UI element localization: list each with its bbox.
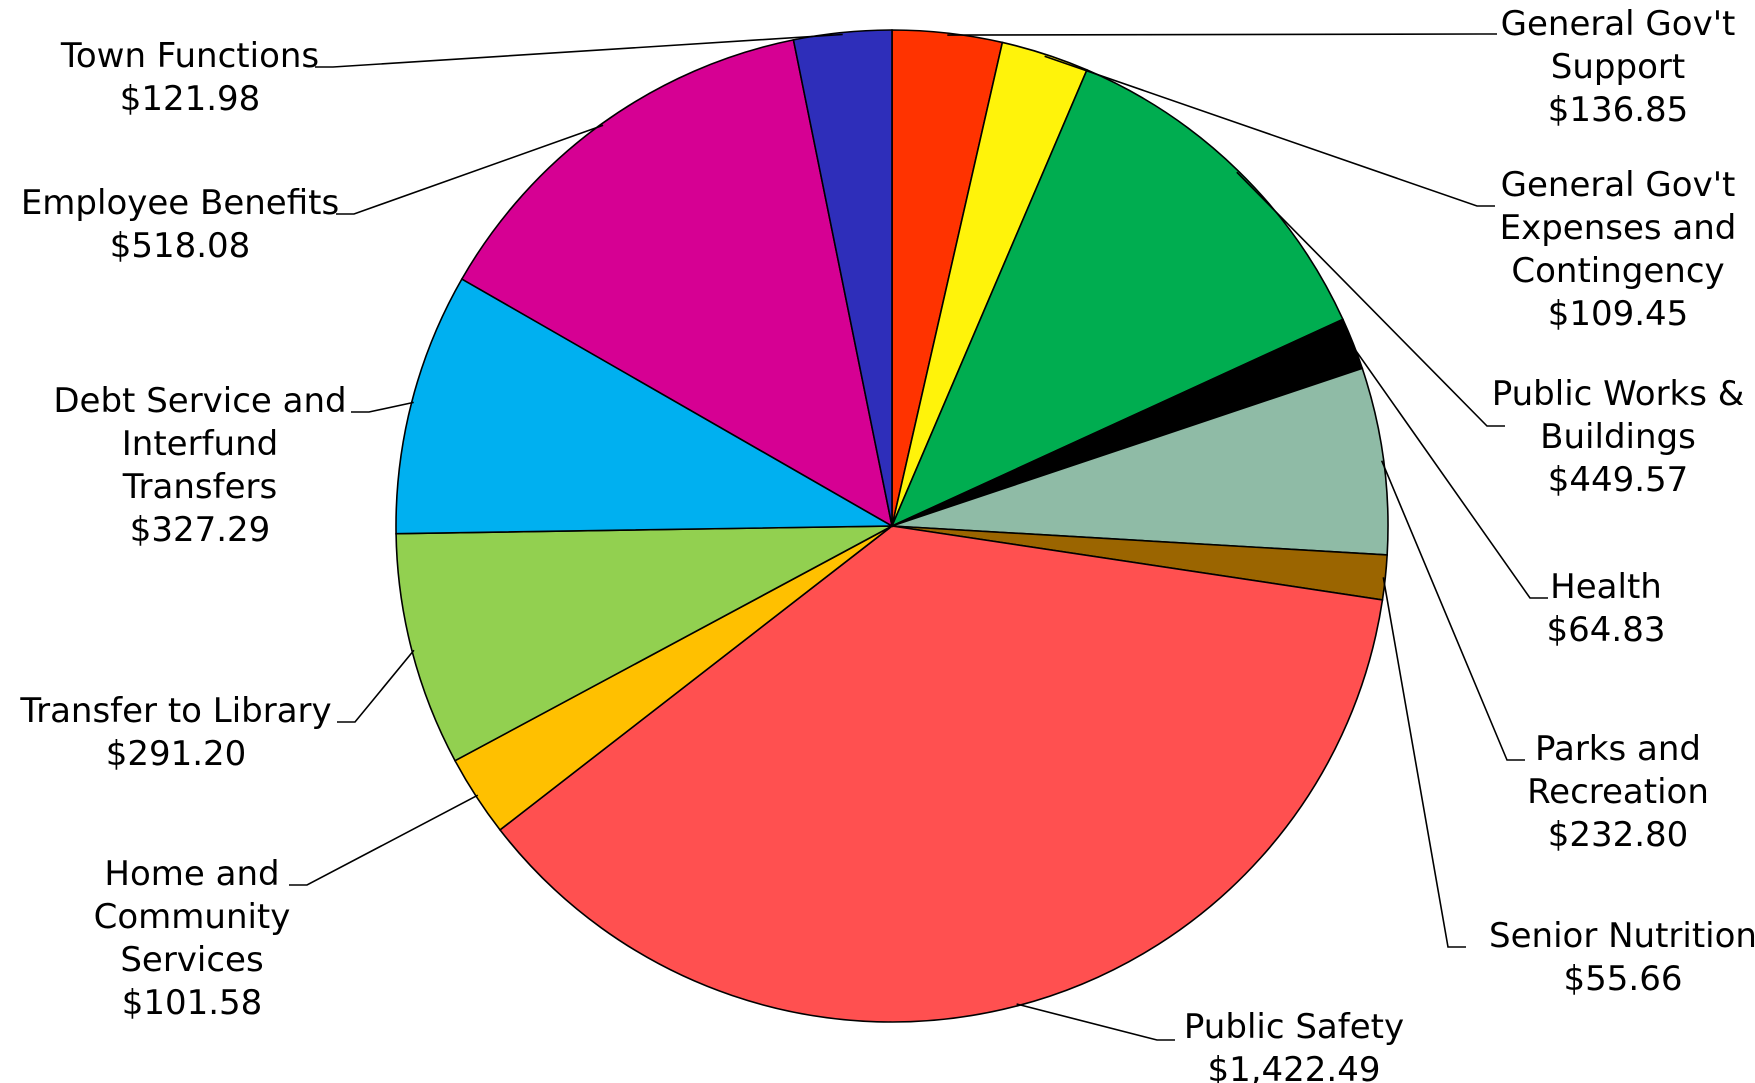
slice-label-line: Debt Service and xyxy=(53,381,346,421)
slice-label-line: Transfers xyxy=(122,467,277,507)
slice-label-line: Contingency xyxy=(1511,251,1724,291)
pie-slice-employee-benefits xyxy=(460,38,894,528)
slice-label-line: Support xyxy=(1551,47,1685,87)
leader-line-general-gov-t-expenses-and-contingency xyxy=(1044,55,1495,207)
slice-label-parks-and-recreation: Parks and Recreation $232.80 xyxy=(1527,729,1709,855)
slice-label-line: Interfund xyxy=(122,424,278,464)
leader-line-town-functions xyxy=(315,33,843,68)
leader-line-public-works-buildings xyxy=(1236,171,1505,427)
slice-value: $136.85 xyxy=(1548,90,1689,130)
leader-line-transfer-to-library xyxy=(337,649,415,723)
slice-label-line: General Gov't xyxy=(1501,165,1736,205)
slice-label-line: Parks and xyxy=(1535,729,1701,769)
pie-slices xyxy=(395,29,1389,1023)
leader-line-general-gov-t-support xyxy=(947,33,1497,36)
slice-label-line: Senior Nutrition xyxy=(1489,916,1755,956)
slice-label-line: Home and xyxy=(104,854,279,894)
slice-label-town-functions: Town Functions $121.98 xyxy=(60,36,319,119)
slice-value: $449.57 xyxy=(1548,460,1689,500)
slice-label-line: General Gov't xyxy=(1501,4,1736,44)
slice-label-general-gov-t-expenses-and-contingency: General Gov't Expenses and Contingency $109… xyxy=(1500,165,1737,334)
slice-value: $518.08 xyxy=(110,226,251,266)
slice-value: $109.45 xyxy=(1548,294,1689,334)
leader-line-public-safety xyxy=(1016,1003,1175,1041)
slice-label-general-gov-t-support: General Gov't Support $136.85 xyxy=(1501,4,1736,130)
slice-value: $121.98 xyxy=(120,79,261,119)
slice-label-public-safety: Public Safety $1,422.49 xyxy=(1184,1007,1404,1083)
slice-label-line: Town Functions xyxy=(60,36,319,76)
slice-value: $55.66 xyxy=(1564,959,1683,999)
leader-line-health xyxy=(1350,343,1548,599)
pie-slice-public-works-buildings xyxy=(890,68,1344,528)
slice-label-debt-service-and-interfund-transfers: Debt Service and Interfund Transfers $327.2… xyxy=(53,381,346,550)
leader-line-parks-and-recreation xyxy=(1380,460,1525,761)
slice-value: $327.29 xyxy=(130,510,271,550)
slice-label-public-works-buildings: Public Works & Buildings $449.57 xyxy=(1492,374,1745,500)
pie-slice-parks-and-recreation xyxy=(891,367,1389,556)
slice-value: $291.20 xyxy=(106,734,247,774)
slice-label-line: Transfer to Library xyxy=(19,691,331,731)
leader-line-debt-service-and-interfund-transfers xyxy=(351,401,414,413)
slice-label-line: Expenses and xyxy=(1500,208,1737,248)
leader-line-home-and-community-services xyxy=(289,794,479,886)
leader-line-senior-nutrition xyxy=(1382,577,1466,948)
slice-value: $101.58 xyxy=(122,983,263,1023)
pie-slice-debt-service-and-interfund-transfers xyxy=(395,277,895,535)
pie-slice-town-functions xyxy=(792,29,893,527)
slice-label-line: Public Works & xyxy=(1492,374,1745,414)
slice-label-senior-nutrition: Senior Nutrition $55.66 xyxy=(1489,916,1755,999)
slice-value: $1,422.49 xyxy=(1207,1050,1380,1083)
slice-value: $232.80 xyxy=(1548,815,1689,855)
slice-label-line: Services xyxy=(120,940,263,980)
slice-label-line: Employee Benefits xyxy=(21,183,339,223)
slice-label-line: Health xyxy=(1550,567,1662,607)
slice-label-employee-benefits: Employee Benefits $518.08 xyxy=(21,183,339,266)
slice-label-line: Community xyxy=(94,897,291,937)
slice-label-line: Buildings xyxy=(1540,417,1696,457)
pie-slice-transfer-to-library xyxy=(395,525,893,762)
slice-label-line: Public Safety xyxy=(1184,1007,1404,1047)
slice-value: $64.83 xyxy=(1547,610,1666,650)
slice-label-line: Recreation xyxy=(1527,772,1709,812)
leader-line-employee-benefits xyxy=(336,124,604,215)
pie-slice-public-safety xyxy=(498,525,1384,1023)
slice-label-health: Health $64.83 xyxy=(1547,567,1666,650)
leader-lines xyxy=(289,33,1548,1041)
slice-label-transfer-to-library: Transfer to Library $291.20 xyxy=(19,691,331,774)
slice-label-home-and-community-services: Home and Community Services $101.58 xyxy=(94,854,291,1023)
